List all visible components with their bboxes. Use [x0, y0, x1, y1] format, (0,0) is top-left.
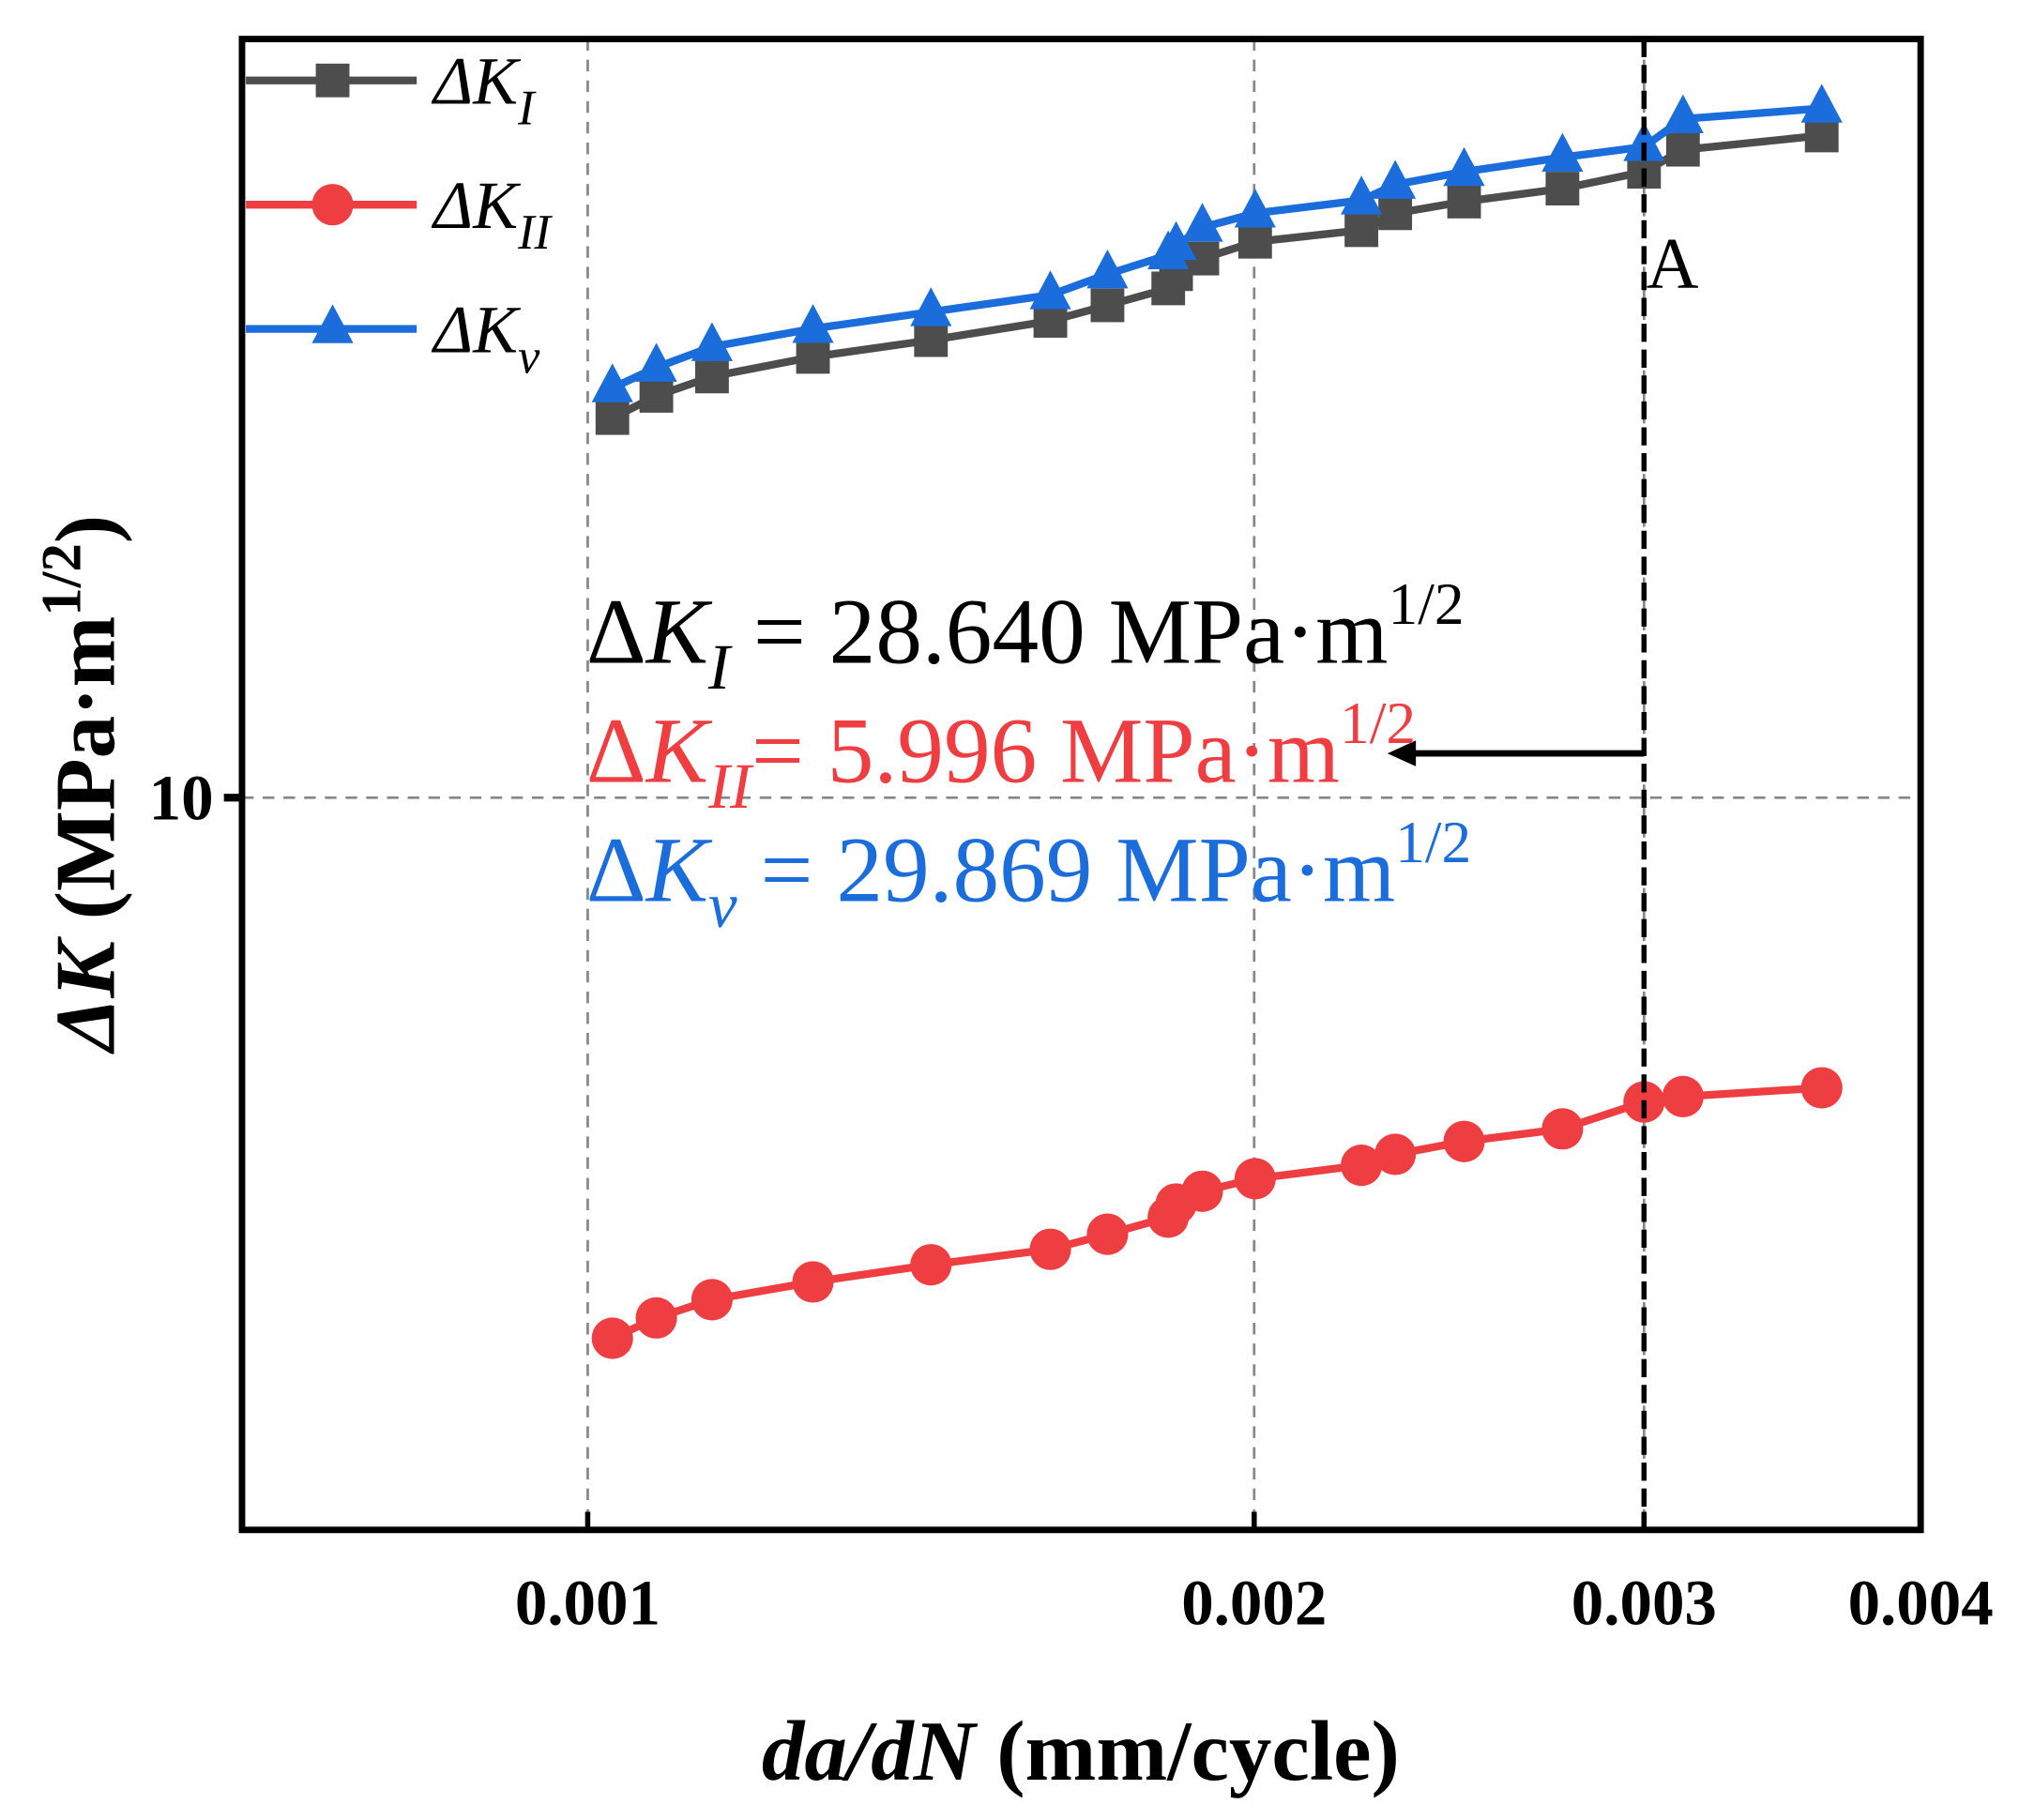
annotation-k: K — [645, 581, 713, 684]
annotation-sup: 1/2 — [1389, 570, 1465, 637]
annotation-sub: v — [708, 870, 737, 941]
annotation-text: ΔKII= 5.996 MPa·m1/2 — [586, 690, 1416, 822]
legend-label-base: ΔK — [431, 44, 521, 119]
data-point — [1662, 94, 1704, 133]
data-point — [691, 1279, 733, 1321]
data-point — [694, 359, 729, 394]
data-point — [591, 1317, 633, 1359]
annotation-value: = 5.996 MPa·m — [751, 699, 1340, 802]
data-point — [1541, 1108, 1584, 1150]
y-tick-label: 10 — [149, 763, 214, 834]
data-point — [1344, 213, 1379, 248]
data-point — [1086, 250, 1129, 289]
data-point — [910, 287, 952, 326]
data-point — [1234, 1158, 1276, 1200]
data-point — [1181, 203, 1223, 242]
data-point — [910, 1244, 952, 1286]
legend-label: ΔKI — [431, 44, 537, 136]
data-point — [1443, 1120, 1485, 1162]
data-point — [1029, 270, 1071, 310]
legend-marker-square — [315, 63, 350, 98]
series-layer — [591, 83, 1843, 1359]
data-point — [1234, 189, 1276, 228]
annotation-sub: I — [707, 631, 733, 703]
legend-label-base: ΔK — [431, 168, 521, 243]
data-point — [595, 401, 630, 435]
x-tick-label: 0.002 — [1181, 1567, 1327, 1638]
y-axis-label: ΔK (MPa·m1/2) — [31, 515, 133, 1055]
data-point — [635, 1297, 677, 1339]
data-point — [635, 342, 677, 382]
series-circle — [591, 1067, 1843, 1359]
data-point — [1090, 288, 1125, 323]
data-point — [1662, 1075, 1704, 1117]
legend-label-base: ΔK — [431, 292, 521, 367]
data-point — [1155, 220, 1197, 261]
data-point — [792, 1261, 834, 1303]
x-tick-label: 0.003 — [1571, 1567, 1717, 1638]
annotation-delta: Δ — [586, 699, 646, 802]
data-point — [691, 322, 733, 361]
data-point — [1341, 175, 1383, 215]
data-point — [1029, 1228, 1071, 1270]
data-point — [1541, 132, 1584, 172]
data-point — [639, 379, 674, 413]
data-point — [1378, 196, 1413, 231]
annotation-k: K — [645, 818, 713, 921]
data-point — [796, 340, 830, 374]
annotation-delta: Δ — [586, 581, 646, 684]
annotation-value: = 29.869 MPa·m — [737, 818, 1396, 921]
data-point — [914, 323, 949, 357]
x-tick-label: 0.001 — [515, 1567, 660, 1638]
data-point — [1374, 159, 1417, 199]
x-tick-label: 0.004 — [1848, 1567, 1994, 1638]
data-point — [591, 363, 633, 402]
legend-marker-circle — [311, 184, 354, 226]
legend-label: ΔKv — [431, 292, 540, 384]
annotation-text: ΔKv = 29.869 MPa·m1/2 — [586, 809, 1471, 941]
series-triangle — [591, 83, 1843, 402]
annotation-sup: 1/2 — [1395, 809, 1471, 875]
data-point — [1033, 304, 1068, 338]
data-point — [1800, 1067, 1843, 1109]
data-point — [1086, 1213, 1129, 1255]
legend-label-sub: v — [518, 330, 540, 385]
data-point — [1181, 1170, 1223, 1212]
annotation-delta: Δ — [586, 818, 646, 921]
data-point — [1374, 1133, 1417, 1175]
arrow-head-icon — [1387, 740, 1417, 766]
legend-label-sub: II — [517, 205, 553, 260]
data-point — [1545, 172, 1580, 205]
marker-line-layer — [1387, 38, 1647, 1530]
legend-label: ΔKII — [431, 168, 553, 260]
ticks-layer: 0.001 0.002 0.003 0.004 10 — [149, 763, 1994, 1639]
annotation-k: K — [645, 699, 713, 802]
annotation-text: ΔKI = 28.640 MPa·m1/2 — [586, 570, 1465, 703]
annotation-sup: 1/2 — [1340, 690, 1416, 756]
data-point — [1341, 1145, 1383, 1187]
plot-frame — [238, 36, 1924, 1534]
series-square — [595, 118, 1839, 435]
data-point — [1804, 118, 1839, 153]
data-point — [1237, 224, 1272, 259]
data-point — [792, 304, 834, 343]
series-line — [611, 1084, 1823, 1342]
data-point — [1443, 146, 1485, 187]
marker-label-a: A — [1647, 222, 1699, 303]
annotation-sub: II — [707, 751, 754, 822]
data-point — [1447, 184, 1481, 219]
data-point — [1665, 132, 1700, 167]
data-point — [1623, 122, 1665, 161]
annotation-value: = 28.640 MPa·m — [730, 581, 1389, 684]
legend-marker-triangle — [311, 304, 354, 343]
data-point — [1800, 83, 1843, 123]
legend-label-sub: I — [517, 82, 537, 136]
x-axis-label: da/dN (mm/cycle) — [762, 1704, 1400, 1798]
